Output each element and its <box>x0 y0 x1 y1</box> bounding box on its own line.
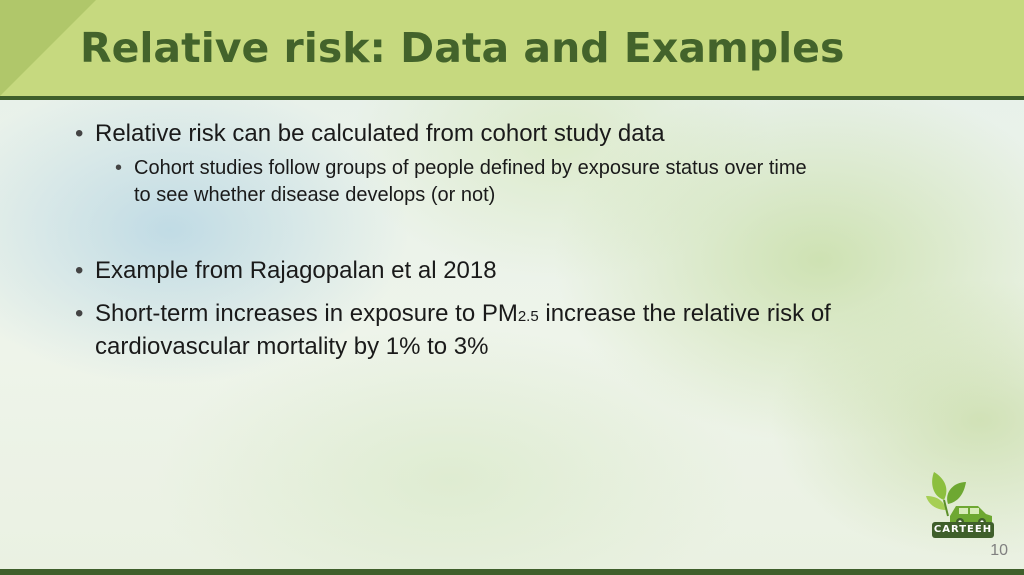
page-number: 10 <box>990 542 1008 559</box>
footer-divider <box>0 569 1024 575</box>
header-band <box>0 0 1024 96</box>
bullet-pm25-pre: Short-term increases in exposure to PM <box>95 300 518 327</box>
bullet-icon: • <box>75 257 84 284</box>
bullet-example: Example from Rajagopalan et al 2018 <box>95 257 497 284</box>
slide-title: Relative risk: Data and Examples <box>80 24 845 72</box>
bullet-pm25-post: increase the relative risk of <box>538 300 831 327</box>
header-accent-triangle <box>0 0 96 96</box>
pm25-subscript: 2.5 <box>517 308 539 325</box>
header-divider <box>0 96 1024 100</box>
bullet-pm25-line2: cardiovascular mortality by 1% to 3% <box>95 333 489 360</box>
bullet-pm25: Short-term increases in exposure to PM2.… <box>95 297 831 333</box>
sub-bullet-icon: • <box>115 157 123 179</box>
bullet-cohort-data: Relative risk can be calculated from coh… <box>95 120 665 147</box>
sub-bullet-cohort-line2: to see whether disease develops (or not) <box>134 184 496 206</box>
bullet-icon: • <box>75 120 84 147</box>
sub-bullet-cohort-line1: Cohort studies follow groups of people d… <box>134 157 807 179</box>
logo-label: CARTEEH <box>932 522 994 538</box>
bullet-icon: • <box>75 300 84 327</box>
